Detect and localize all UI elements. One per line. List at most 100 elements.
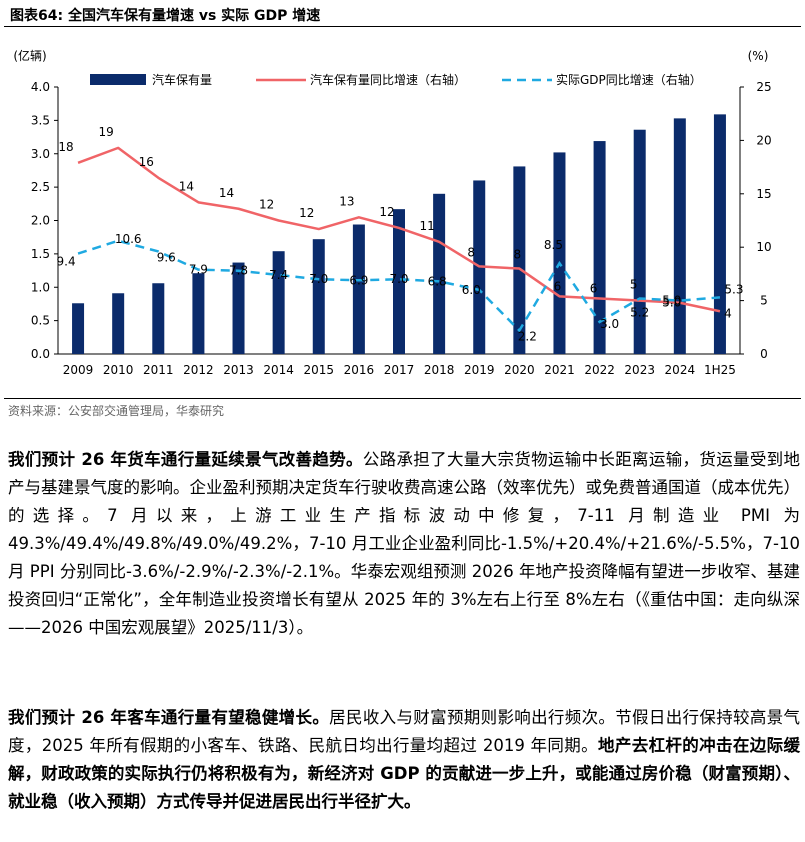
- left-tick-label: 3.5: [31, 113, 50, 127]
- left-tick-label: 2.0: [31, 214, 50, 228]
- left-tick-label: 3.0: [31, 147, 50, 161]
- left-tick-label: 2.5: [31, 180, 50, 194]
- figure-title: 图表64: 全国汽车保有量增速 vs 实际 GDP 增速: [10, 8, 321, 24]
- bar-vehicle-stock: [393, 209, 405, 354]
- gdp-data-label: 6.9: [349, 273, 368, 287]
- bar-vehicle-stock: [152, 283, 165, 354]
- source-divider: [4, 398, 801, 399]
- paragraph-freight: 我们预计 26 年货车通行量延续景气改善趋势。公路承担了大量大宗货物运输中长距离…: [8, 446, 800, 642]
- figure-source: 资料来源：公安部交通管理局，华泰研究: [8, 404, 225, 418]
- growth-data-label: 6: [590, 281, 598, 295]
- x-tick-label: 2012: [183, 363, 214, 377]
- x-tick-label: 2022: [584, 363, 615, 377]
- left-tick-label: 0.5: [31, 314, 50, 328]
- growth-data-label: 12: [259, 198, 274, 212]
- growth-data-label: 5: [630, 278, 638, 292]
- right-tick-label: 25: [756, 80, 771, 94]
- x-tick-label: 2014: [263, 363, 294, 377]
- x-tick-label: 2017: [384, 363, 415, 377]
- gdp-data-label: 5.3: [724, 282, 743, 296]
- growth-data-label: 6: [554, 279, 562, 293]
- legend-label-gdp: 实际GDP同比增速（右轴）: [556, 72, 702, 87]
- gdp-data-label: 7.8: [229, 264, 248, 278]
- paragraph-passenger-conclusion: 地产去杠杆的冲击在边际缓解，财政政策的实际执行仍将积极有为，新经济对 GDP 的…: [8, 736, 801, 811]
- legend-label-bar: 汽车保有量: [152, 72, 212, 87]
- legend-swatch-bar: [90, 74, 146, 85]
- paragraph-passenger-lead: 我们预计 26 年客车通行量有望稳健增长。: [8, 708, 330, 727]
- x-tick-label: 2020: [504, 363, 535, 377]
- gdp-data-label: 5.0: [662, 294, 681, 308]
- x-tick-label: 2018: [424, 363, 455, 377]
- bar-vehicle-stock: [673, 118, 686, 354]
- right-tick-label: 0: [760, 347, 768, 361]
- x-tick-label: 2011: [143, 363, 174, 377]
- growth-data-label: 16: [139, 155, 154, 169]
- growth-data-label: 14: [179, 179, 194, 193]
- right-tick-label: 20: [756, 133, 771, 147]
- growth-data-label: 8: [514, 248, 522, 262]
- line-vehicle-growth: [77, 146, 721, 313]
- x-tick-label: 2021: [544, 363, 575, 377]
- x-tick-label: 2019: [464, 363, 495, 377]
- x-tick-label: 2010: [103, 363, 134, 377]
- x-tick-label: 2015: [303, 363, 334, 377]
- right-tick-label: 5: [760, 294, 768, 308]
- bar-vehicle-stock: [633, 129, 646, 354]
- bar-vehicle-stock: [192, 273, 205, 354]
- paragraph-freight-lead: 我们预计 26 年货车通行量延续景气改善趋势。: [8, 450, 363, 469]
- bar-vehicle-stock: [713, 114, 726, 355]
- gdp-data-label: 8.5: [544, 238, 563, 252]
- x-tick-label: 2023: [624, 363, 655, 377]
- right-axis-unit: (%): [748, 49, 769, 63]
- x-tick-label: 2024: [665, 363, 696, 377]
- left-tick-label: 1.5: [31, 247, 50, 261]
- gdp-data-label: 7.9: [189, 263, 208, 277]
- growth-data-label: 8: [467, 245, 475, 259]
- x-tick-label: 2016: [344, 363, 375, 377]
- gdp-data-label: 7.0: [309, 272, 328, 286]
- gdp-data-label: 6.0: [462, 283, 481, 297]
- growth-data-label: 4: [724, 306, 732, 320]
- line-gdp-growth: [77, 239, 721, 333]
- bar-vehicle-stock: [112, 293, 125, 354]
- gdp-data-label: 6.8: [428, 274, 447, 288]
- paragraph-freight-body: 公路承担了大量大宗货物运输中长距离运输，货运量受到地产与基建景气度的影响。企业盈…: [8, 450, 801, 637]
- gdp-data-label: 5.2: [630, 305, 649, 319]
- gdp-data-label: 7.0: [389, 272, 408, 286]
- x-tick-label: 2013: [223, 363, 254, 377]
- left-tick-label: 1.0: [31, 280, 50, 294]
- bar-vehicle-stock: [352, 224, 365, 354]
- growth-data-label: 5.0: [662, 296, 681, 310]
- left-tick-label: 4.0: [31, 80, 50, 94]
- legend-label-growth: 汽车保有量同比增速（右轴）: [310, 72, 466, 87]
- bar-vehicle-stock: [312, 239, 325, 354]
- title-divider: [4, 26, 801, 27]
- bar-vehicle-stock: [72, 303, 85, 354]
- growth-data-label: 13: [339, 194, 354, 208]
- bar-vehicle-stock: [513, 166, 526, 354]
- paragraph-passenger-body: 居民收入与财富预期则影响出行频次。节假日出行保持较高景气度，2025 年所有假期…: [8, 708, 801, 755]
- growth-data-label: 11: [419, 219, 434, 233]
- left-axis-unit: (亿辆): [13, 48, 46, 63]
- gdp-data-label: 7.4: [269, 268, 288, 282]
- vehicle-gdp-chart: (亿辆) (%) 0.0 0.5 1.0 1.5 2.0 2.5 3.0 3.5 4.0 0 5 10 15…: [13, 48, 771, 377]
- bar-vehicle-stock: [272, 251, 285, 354]
- growth-data-label: 12: [299, 206, 314, 220]
- growth-data-label: 12: [379, 205, 394, 219]
- x-tick-label: 2009: [63, 363, 94, 377]
- x-tick-label: 1H25: [704, 363, 736, 377]
- growth-data-label: 18: [58, 140, 73, 154]
- right-tick-label: 10: [756, 240, 771, 254]
- left-tick-label: 0.0: [31, 347, 50, 361]
- bar-vehicle-stock: [553, 152, 566, 354]
- gdp-data-label: 10.6: [115, 232, 142, 246]
- gdp-data-label: 9.6: [157, 250, 176, 264]
- gdp-data-label: 2.2: [518, 330, 537, 344]
- growth-data-label: 19: [99, 125, 114, 139]
- bar-vehicle-stock: [232, 262, 245, 354]
- growth-data-label: 14: [219, 186, 234, 200]
- bar-vehicle-stock: [593, 141, 606, 354]
- gdp-data-label: 3.0: [600, 317, 619, 331]
- paragraph-passenger: 我们预计 26 年客车通行量有望稳健增长。居民收入与财富预期则影响出行频次。节假…: [8, 704, 800, 816]
- bar-vehicle-stock: [433, 193, 446, 354]
